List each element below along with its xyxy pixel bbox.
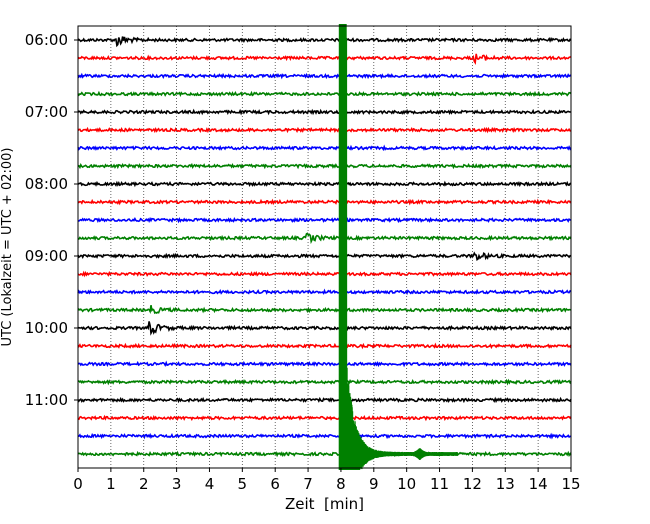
trace-08:45 bbox=[77, 232, 572, 245]
trace-10:15 bbox=[77, 342, 572, 350]
y-tick-label-09:00: 09:00 bbox=[25, 247, 68, 265]
trace-07:30 bbox=[77, 144, 572, 152]
x-tick-label-0: 0 bbox=[73, 475, 83, 493]
y-tick-label-07:00: 07:00 bbox=[25, 103, 68, 121]
x-tick-label-10: 10 bbox=[397, 475, 416, 493]
trace-08:00 bbox=[77, 180, 572, 188]
x-tick-label-5: 5 bbox=[238, 475, 248, 493]
x-tick-label-2: 2 bbox=[139, 475, 149, 493]
trace-07:15 bbox=[77, 126, 572, 134]
x-ticks: 0 1 2 3 4 5 6 7 8 9 10 11 12 13 14 15 bbox=[73, 468, 581, 493]
trace-06:45 bbox=[77, 90, 572, 98]
x-tick-label-11: 11 bbox=[430, 475, 449, 493]
trace-07:00 bbox=[77, 108, 572, 116]
trace-09:30 bbox=[77, 288, 572, 296]
x-tick-label-1: 1 bbox=[106, 475, 116, 493]
trace-10:30 bbox=[77, 360, 572, 368]
trace-10:00 bbox=[77, 321, 572, 336]
trace-11:30 bbox=[77, 432, 572, 440]
x-axis-label: Zeit [min] bbox=[285, 495, 364, 513]
x-tick-label-8: 8 bbox=[336, 475, 346, 493]
aftershock-wavelet bbox=[414, 448, 428, 461]
x-tick-label-14: 14 bbox=[529, 475, 548, 493]
plot-frame bbox=[77, 25, 572, 469]
x-tick-label-15: 15 bbox=[561, 475, 580, 493]
x-tick-label-9: 9 bbox=[369, 475, 379, 493]
trace-07:45 bbox=[77, 162, 572, 170]
traces-layer bbox=[77, 36, 572, 458]
trace-11:15 bbox=[77, 414, 572, 422]
x-tick-label-6: 6 bbox=[270, 475, 280, 493]
x-tick-label-4: 4 bbox=[205, 475, 215, 493]
trace-08:30 bbox=[78, 216, 571, 224]
trace-06:00 bbox=[77, 36, 572, 48]
trace-06:30 bbox=[77, 72, 572, 80]
x-tick-label-12: 12 bbox=[463, 475, 482, 493]
y-axis-label: UTC (Lokalzeit = UTC + 02:00) bbox=[0, 148, 15, 347]
trace-11:00 bbox=[77, 396, 572, 404]
y-ticks: 06:00 07:00 08:00 09:00 10:00 11:00 bbox=[25, 31, 78, 409]
x-tick-label-3: 3 bbox=[172, 475, 182, 493]
y-tick-label-11:00: 11:00 bbox=[25, 391, 68, 409]
trace-09:00 bbox=[77, 251, 572, 261]
trace-08:15 bbox=[77, 198, 572, 206]
main-quake-burst bbox=[338, 23, 459, 471]
y-tick-label-10:00: 10:00 bbox=[25, 319, 68, 337]
x-tick-label-13: 13 bbox=[496, 475, 515, 493]
trace-06:15 bbox=[77, 53, 572, 66]
trace-09:15 bbox=[77, 270, 572, 278]
x-tick-label-7: 7 bbox=[303, 475, 313, 493]
y-tick-label-08:00: 08:00 bbox=[25, 175, 68, 193]
trace-10:45 bbox=[77, 378, 572, 386]
y-tick-label-06:00: 06:00 bbox=[25, 31, 68, 49]
trace-09:45 bbox=[77, 305, 572, 315]
trace-11:45 bbox=[77, 450, 572, 458]
quake-layer bbox=[338, 23, 459, 471]
